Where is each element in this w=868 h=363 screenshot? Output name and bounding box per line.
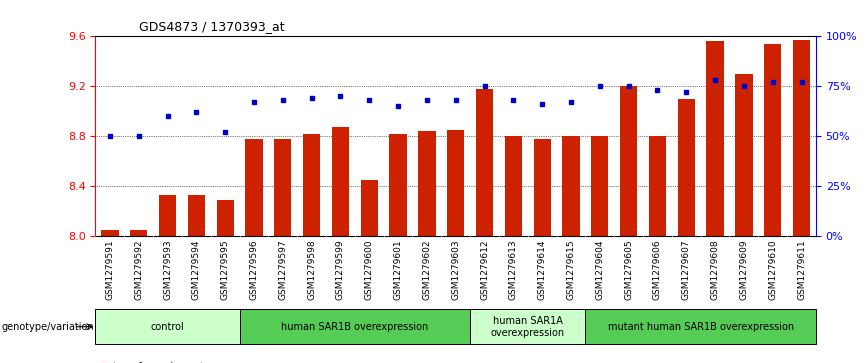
Text: GSM1279613: GSM1279613 [509,240,518,300]
Bar [216,200,233,236]
FancyBboxPatch shape [240,309,470,344]
Text: GSM1279604: GSM1279604 [595,240,604,300]
Bar [418,131,436,236]
Bar [476,89,493,236]
Bar [534,139,551,236]
Text: GSM1279603: GSM1279603 [451,240,460,300]
Text: GSM1279594: GSM1279594 [192,240,201,300]
Text: GSM1279602: GSM1279602 [423,240,431,300]
Bar [274,139,292,236]
Text: GSM1279601: GSM1279601 [393,240,403,300]
Text: genotype/variation: genotype/variation [2,322,95,332]
Bar [620,86,637,236]
Bar [678,99,695,236]
Bar [792,40,810,236]
Text: GSM1279606: GSM1279606 [653,240,662,300]
Text: GSM1279605: GSM1279605 [624,240,633,300]
Bar [159,195,176,236]
Text: human SAR1B overexpression: human SAR1B overexpression [281,322,429,332]
FancyBboxPatch shape [95,309,240,344]
Bar [735,74,753,236]
Text: GSM1279595: GSM1279595 [220,240,230,300]
Text: transformed count: transformed count [113,362,204,363]
Bar [102,230,119,236]
Bar [648,136,666,236]
Text: GSM1279598: GSM1279598 [307,240,316,300]
Bar [360,180,378,236]
Bar [187,195,205,236]
Text: ■: ■ [100,362,110,363]
Text: GSM1279612: GSM1279612 [480,240,489,300]
Text: GSM1279597: GSM1279597 [279,240,287,300]
Text: control: control [151,322,184,332]
Text: GSM1279593: GSM1279593 [163,240,172,300]
Text: GSM1279609: GSM1279609 [740,240,748,300]
Text: GSM1279615: GSM1279615 [567,240,575,300]
Text: GSM1279614: GSM1279614 [537,240,547,300]
Bar [764,44,781,236]
FancyBboxPatch shape [585,309,816,344]
Bar [130,230,148,236]
Text: GSM1279592: GSM1279592 [135,240,143,300]
Bar [707,41,724,236]
Text: mutant human SAR1B overexpression: mutant human SAR1B overexpression [608,322,793,332]
Text: GDS4873 / 1370393_at: GDS4873 / 1370393_at [139,20,285,33]
Text: GSM1279608: GSM1279608 [711,240,720,300]
Bar [246,139,263,236]
FancyBboxPatch shape [470,309,585,344]
Text: GSM1279610: GSM1279610 [768,240,777,300]
Bar [390,134,407,236]
Text: GSM1279596: GSM1279596 [249,240,259,300]
Bar [332,127,349,236]
Text: GSM1279607: GSM1279607 [681,240,691,300]
Text: GSM1279591: GSM1279591 [105,240,115,300]
Bar [447,130,464,236]
Bar [303,134,320,236]
Text: GSM1279600: GSM1279600 [365,240,374,300]
Text: human SAR1A
overexpression: human SAR1A overexpression [490,316,565,338]
Bar [591,136,608,236]
Text: GSM1279611: GSM1279611 [797,240,806,300]
Text: GSM1279599: GSM1279599 [336,240,345,300]
Bar [562,136,580,236]
Bar [504,136,522,236]
